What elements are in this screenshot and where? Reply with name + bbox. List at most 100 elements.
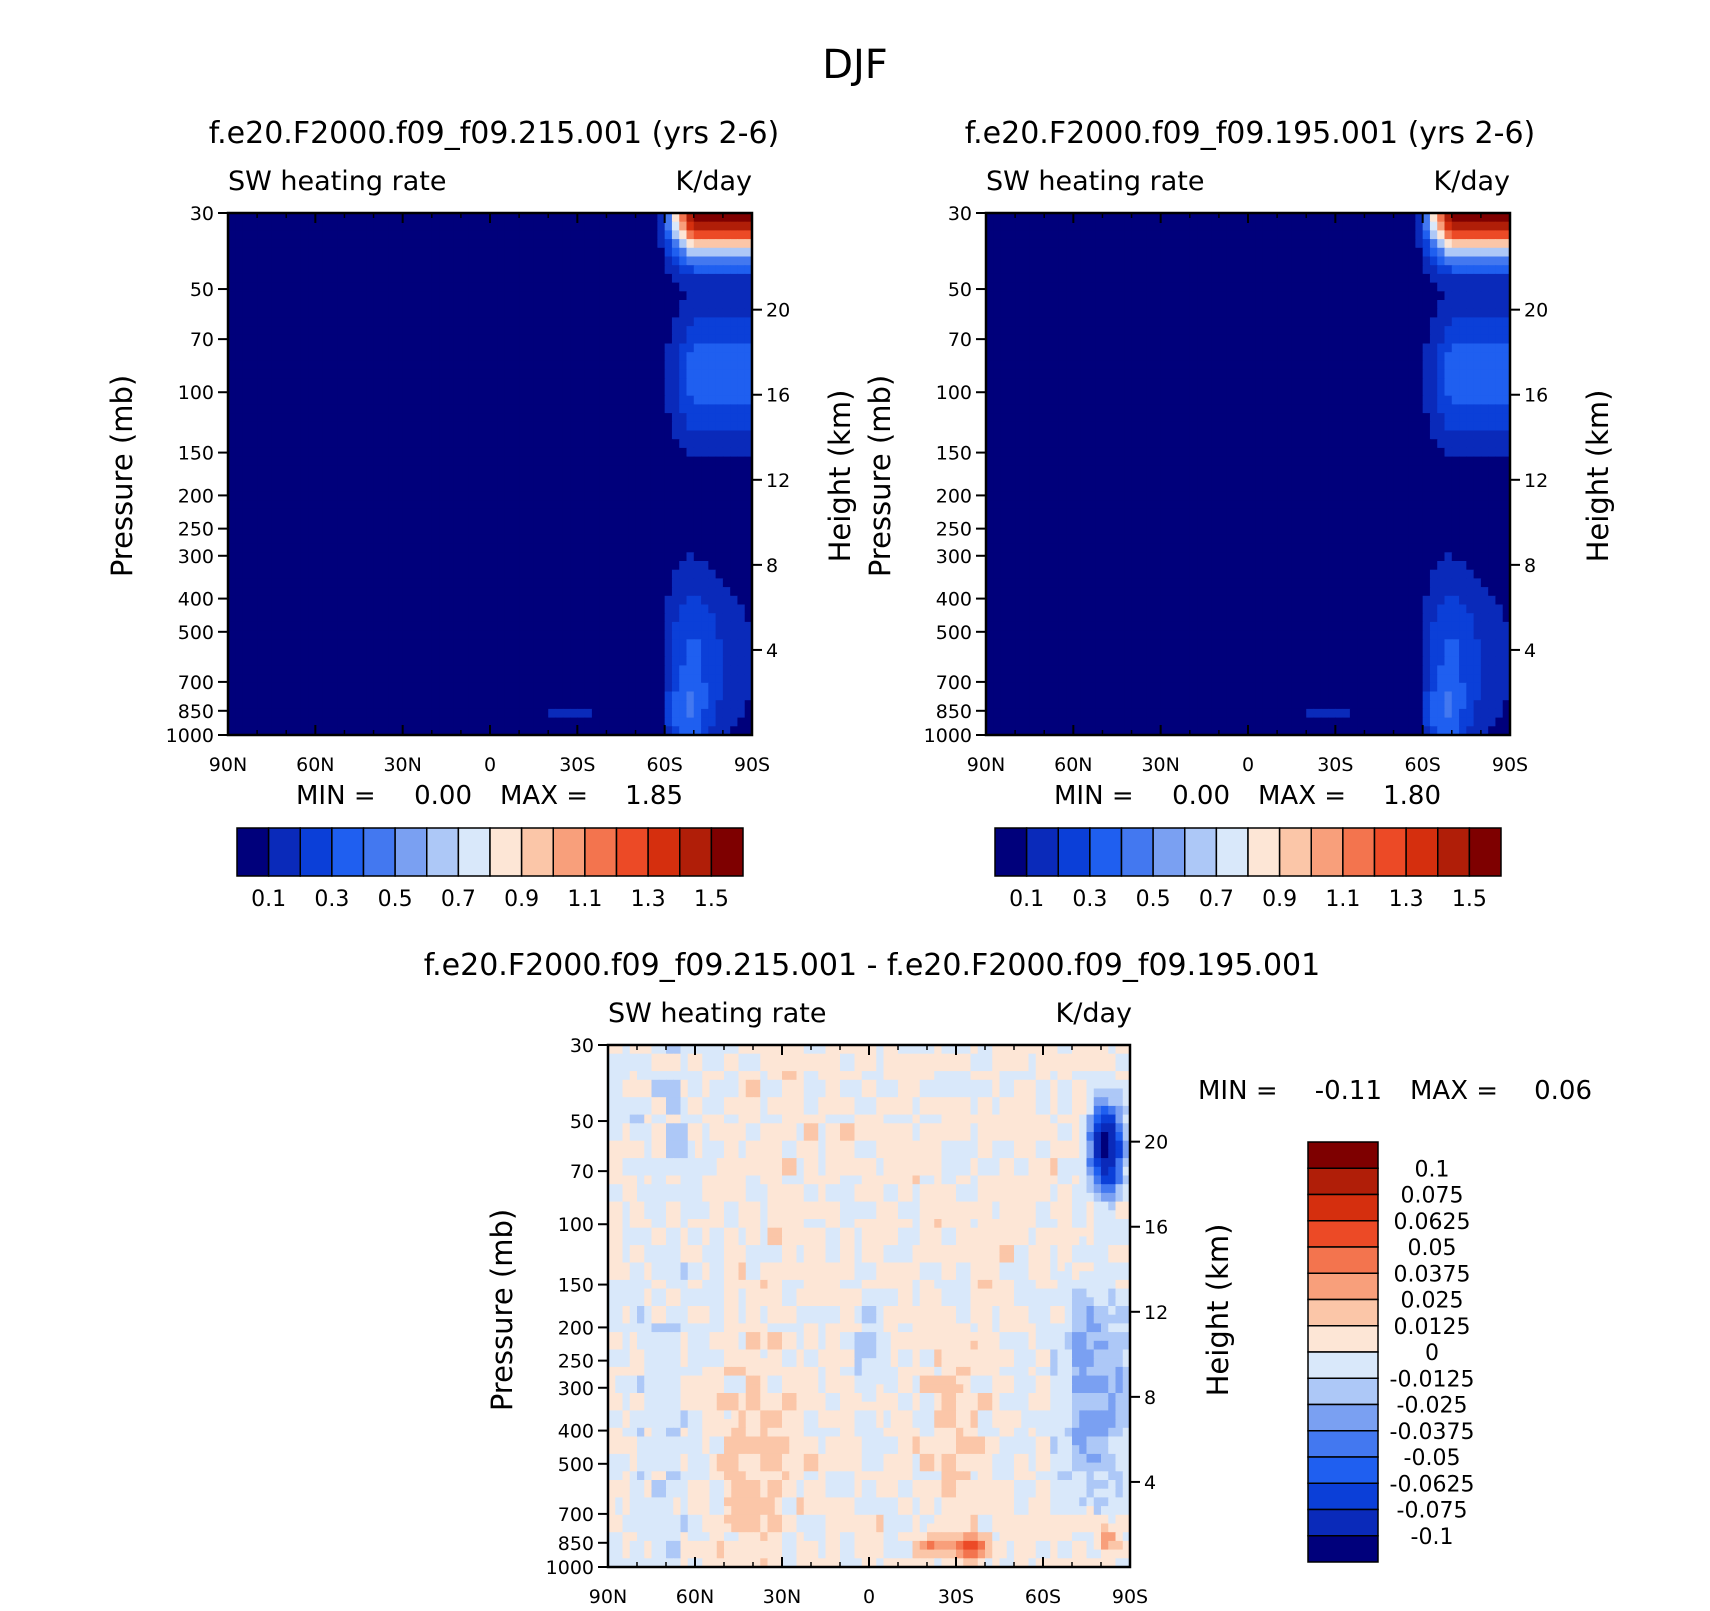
contour-cell — [490, 595, 498, 606]
contour-cell — [1313, 247, 1322, 258]
contour-cell — [562, 621, 571, 632]
contour-cell — [417, 352, 426, 362]
contour-cell — [490, 230, 498, 240]
contour-cell — [264, 595, 273, 606]
contour-cell — [1167, 239, 1176, 249]
contour-cell — [533, 578, 542, 588]
contour-cell — [490, 526, 498, 536]
contour-cell — [744, 300, 753, 310]
contour-cell — [1138, 256, 1147, 266]
contour-cell — [446, 569, 455, 579]
contour-cell — [446, 682, 455, 693]
contour-cell — [986, 230, 994, 240]
contour-cell — [540, 700, 549, 710]
contour-cell — [359, 726, 367, 736]
contour-cell — [388, 247, 396, 258]
contour-cell — [1058, 213, 1067, 223]
contour-cell — [1080, 247, 1089, 258]
contour-cell — [402, 447, 411, 458]
contour-cell — [570, 230, 578, 240]
contour-cell — [453, 561, 462, 571]
colorbar-label: 1.3 — [631, 887, 666, 912]
contour-cell — [701, 569, 709, 579]
contour-cell — [555, 613, 564, 623]
contour-cell — [577, 630, 586, 640]
contour-cell — [1117, 247, 1125, 258]
contour-cell — [744, 369, 753, 379]
contour-cell — [533, 230, 542, 240]
contour-cell — [344, 395, 353, 405]
contour-cell — [533, 630, 542, 640]
contour-cell — [439, 595, 447, 606]
contour-cell — [730, 413, 739, 423]
contour-cell — [591, 587, 600, 597]
contour-cell — [504, 665, 513, 675]
contour-cell — [599, 639, 608, 649]
contour-cell — [591, 482, 600, 492]
contour-cell — [380, 439, 389, 449]
contour-cell — [1495, 265, 1504, 275]
contour-cell — [475, 300, 484, 310]
contour-cell — [293, 239, 302, 249]
contour-cell — [562, 273, 571, 284]
contour-cell — [533, 421, 542, 432]
contour-cell — [373, 526, 382, 536]
contour-cell — [642, 474, 651, 484]
contour-cell — [1167, 247, 1176, 258]
contour-cell — [235, 317, 244, 327]
contour-cell — [708, 534, 717, 545]
contour-cell — [686, 613, 695, 623]
contour-cell — [562, 308, 571, 318]
contour-cell — [475, 239, 484, 249]
contour-cell — [380, 691, 389, 701]
contour-cell — [278, 639, 287, 649]
contour-cell — [642, 326, 651, 336]
contour-cell — [664, 282, 673, 292]
contour-cell — [271, 300, 280, 310]
contour-cell — [693, 569, 702, 579]
contour-cell — [1226, 265, 1235, 275]
contour-cell — [497, 326, 506, 336]
contour-cell — [1291, 230, 1300, 240]
contour-cell — [628, 439, 637, 449]
contour-cell — [1080, 265, 1089, 275]
contour-cell — [395, 630, 404, 640]
contour-cell — [548, 395, 557, 405]
contour-cell — [228, 656, 236, 666]
contour-cell — [402, 648, 411, 658]
contour-cell — [1386, 247, 1395, 258]
contour-cell — [548, 700, 557, 710]
contour-cell — [228, 482, 236, 492]
contour-cell — [300, 491, 309, 501]
contour-cell — [562, 221, 571, 231]
contour-cell — [271, 395, 280, 405]
contour-cell — [1044, 256, 1053, 266]
contour-cell — [533, 387, 542, 397]
contour-cell — [519, 326, 527, 336]
contour-cell — [744, 491, 753, 501]
contour-cell — [264, 587, 273, 597]
contour-cell — [431, 430, 440, 440]
contour-cell — [650, 569, 658, 579]
contour-cell — [686, 726, 695, 736]
contour-cell — [504, 421, 513, 432]
contour-cell — [249, 308, 258, 318]
contour-cell — [737, 578, 746, 588]
contour-cell — [315, 569, 324, 579]
colorbar-label: 0.7 — [441, 887, 476, 912]
contour-cell — [257, 300, 265, 310]
contour-cell — [693, 421, 702, 432]
contour-cell — [424, 578, 433, 588]
contour-cell — [300, 256, 309, 266]
contour-cell — [533, 682, 542, 693]
contour-cell — [1255, 273, 1264, 284]
contour-cell — [402, 482, 411, 492]
contour-cell — [621, 708, 629, 719]
contour-cell — [1379, 230, 1387, 240]
contour-cell — [533, 552, 542, 562]
contour-cell — [504, 595, 513, 606]
contour-cell — [701, 369, 709, 379]
contour-cell — [402, 534, 411, 545]
contour-cell — [235, 613, 244, 623]
contour-cell — [388, 708, 396, 719]
